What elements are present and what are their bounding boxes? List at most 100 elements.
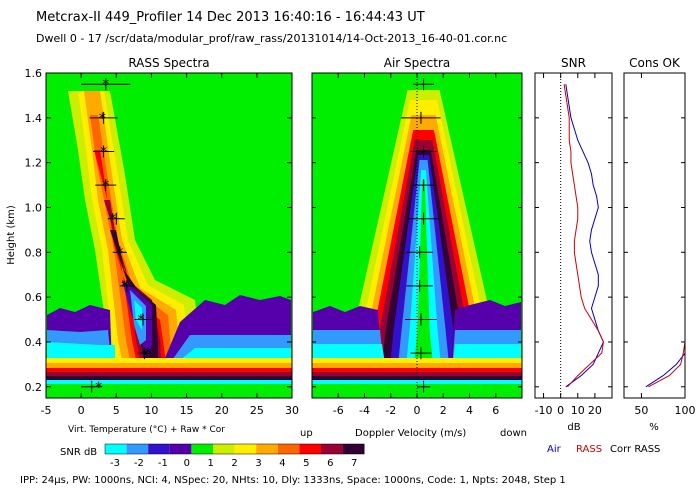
radar-parameters-footer: IPP: 24µs, PW: 1000ns, NCI: 4, NSpec: 20… — [20, 475, 566, 486]
rass-x-tick-label: 0 — [78, 404, 85, 417]
air-x-tick-label: 4 — [466, 404, 473, 417]
air-x-tick-label: 6 — [492, 404, 499, 417]
colorbar-swatch — [191, 444, 213, 454]
cons-line-air — [645, 84, 686, 388]
colorbar-label: 6 — [327, 458, 333, 469]
rass-cor-marker: * — [109, 212, 116, 228]
colorbar-label: -3 — [110, 458, 120, 469]
height-tick-label: 1.4 — [25, 112, 43, 125]
air-x-tick-label: 0 — [414, 404, 421, 417]
snr-x-tick-label: -10 — [535, 404, 553, 417]
rass-xlabel: Virt. Temperature (°C) + Raw * Cor — [68, 425, 225, 435]
colorbar-label: 7 — [351, 458, 357, 469]
height-axis-label: Height (km) — [6, 205, 17, 265]
colorbar-label: 0 — [184, 458, 190, 469]
colorbar-swatch — [342, 444, 365, 454]
rass-x-tick-label: 5 — [113, 404, 120, 417]
air-x-tick-label: -4 — [359, 404, 370, 417]
colorbar-swatch — [105, 444, 127, 454]
height-tick-label: 0.4 — [25, 336, 43, 349]
cons-title: Cons OK — [629, 56, 681, 70]
rass-plume-band — [134, 300, 142, 330]
rass-x-tick-label: 20 — [215, 404, 229, 417]
rass-spectra-plot: * * * * * * * * * * — [46, 73, 292, 398]
snr-legend: Air RASS Corr RASS — [547, 444, 660, 455]
rass-cor-marker: * — [121, 279, 128, 295]
rass-cor-marker: * — [144, 346, 151, 362]
air-x-tick-label: -6 — [333, 404, 344, 417]
snr-x-tick-label: 10 — [571, 404, 585, 417]
rass-x-tick-label: -5 — [41, 404, 52, 417]
legend-air: Air — [547, 444, 562, 455]
colorbar-swatch — [299, 444, 321, 454]
rass-cor-marker: * — [100, 144, 107, 160]
colorbar-frame — [104, 443, 365, 455]
rass-x-tick-label: 30 — [285, 404, 299, 417]
legend-corr-rass: Corr RASS — [610, 444, 660, 455]
colorbar-swatch — [321, 444, 343, 454]
cons-line-rass — [648, 84, 686, 388]
cons-frame — [623, 72, 686, 399]
rass-frame — [45, 72, 293, 399]
air-x-tick-label: 2 — [440, 404, 447, 417]
colorbar-swatch — [213, 444, 235, 454]
colorbar-swatch — [169, 444, 192, 454]
colorbar-label: 5 — [303, 458, 309, 469]
height-tick-label: 1.0 — [25, 201, 43, 214]
snr-frame — [534, 72, 613, 399]
height-tick-label: 0.8 — [25, 246, 43, 259]
cons-xlabel: % — [649, 422, 659, 433]
legend-rass: RASS — [576, 444, 602, 455]
rass-cor-marker: * — [137, 313, 144, 329]
rass-x-tick-label: 10 — [144, 404, 158, 417]
snr-line-air — [565, 84, 604, 388]
cons-ok-plot — [645, 84, 686, 388]
air-title: Air Spectra — [384, 56, 451, 70]
cons-x-tick-label: 100 — [675, 404, 696, 417]
height-tick-label: 1.2 — [25, 157, 43, 170]
rass-below-data — [46, 384, 292, 398]
colorbar-swatch — [277, 444, 300, 454]
colorbar-label: -1 — [158, 458, 168, 469]
air-xlabel-down: down — [500, 428, 527, 439]
rass-cor-marker: * — [116, 245, 123, 261]
cons-x-tick-label: 50 — [634, 404, 648, 417]
air-xlabel: Doppler Velocity (m/s) — [355, 428, 466, 439]
colorbar-label: 2 — [231, 458, 237, 469]
colorbar-label: 1 — [207, 458, 213, 469]
figure-title: Metcrax-II 449_Profiler 14 Dec 2013 16:4… — [36, 10, 425, 25]
snr-x-tick-label: 0 — [557, 404, 564, 417]
air-spectrum-band — [413, 180, 434, 370]
air-spectra-plot — [312, 73, 522, 398]
rass-cor-marker: * — [95, 380, 102, 396]
snr-plot — [560, 73, 604, 398]
snr-line-rass — [563, 84, 604, 388]
snr-x-tick-label: 20 — [588, 404, 602, 417]
rass-cor-marker: * — [99, 111, 106, 127]
snr-colorbar: SNR dB -3 -2 -1 0 1 2 3 4 5 6 7 — [60, 443, 365, 469]
colorbar-label: 3 — [255, 458, 261, 469]
rass-ground-band — [46, 380, 292, 384]
colorbar-label: 4 — [279, 458, 285, 469]
rass-x-tick-label: 25 — [250, 404, 264, 417]
height-tick-label: 0.2 — [25, 381, 43, 394]
rass-cor-marker: * — [102, 77, 109, 93]
rass-plume-band — [84, 91, 180, 370]
rass-title: RASS Spectra — [128, 56, 209, 70]
rass-cor-marker: * — [102, 178, 109, 194]
height-tick-label: 0.6 — [25, 291, 43, 304]
snr-xlabel: dB — [567, 422, 580, 433]
colorbar-label: -2 — [134, 458, 144, 469]
snr-title: SNR — [561, 56, 586, 70]
rass-x-tick-label: 15 — [180, 404, 194, 417]
colorbar-swatch — [126, 444, 149, 454]
air-x-tick-label: -2 — [385, 404, 396, 417]
figure-subtitle: Dwell 0 - 17 /scr/data/modular_prof/raw_… — [36, 32, 508, 45]
colorbar-swatch — [234, 444, 257, 454]
air-xlabel-up: up — [300, 428, 313, 439]
height-tick-label: 1.6 — [25, 67, 43, 80]
colorbar-swatch — [256, 444, 278, 454]
colorbar-title: SNR dB — [60, 447, 97, 458]
colorbar-swatch — [148, 444, 170, 454]
